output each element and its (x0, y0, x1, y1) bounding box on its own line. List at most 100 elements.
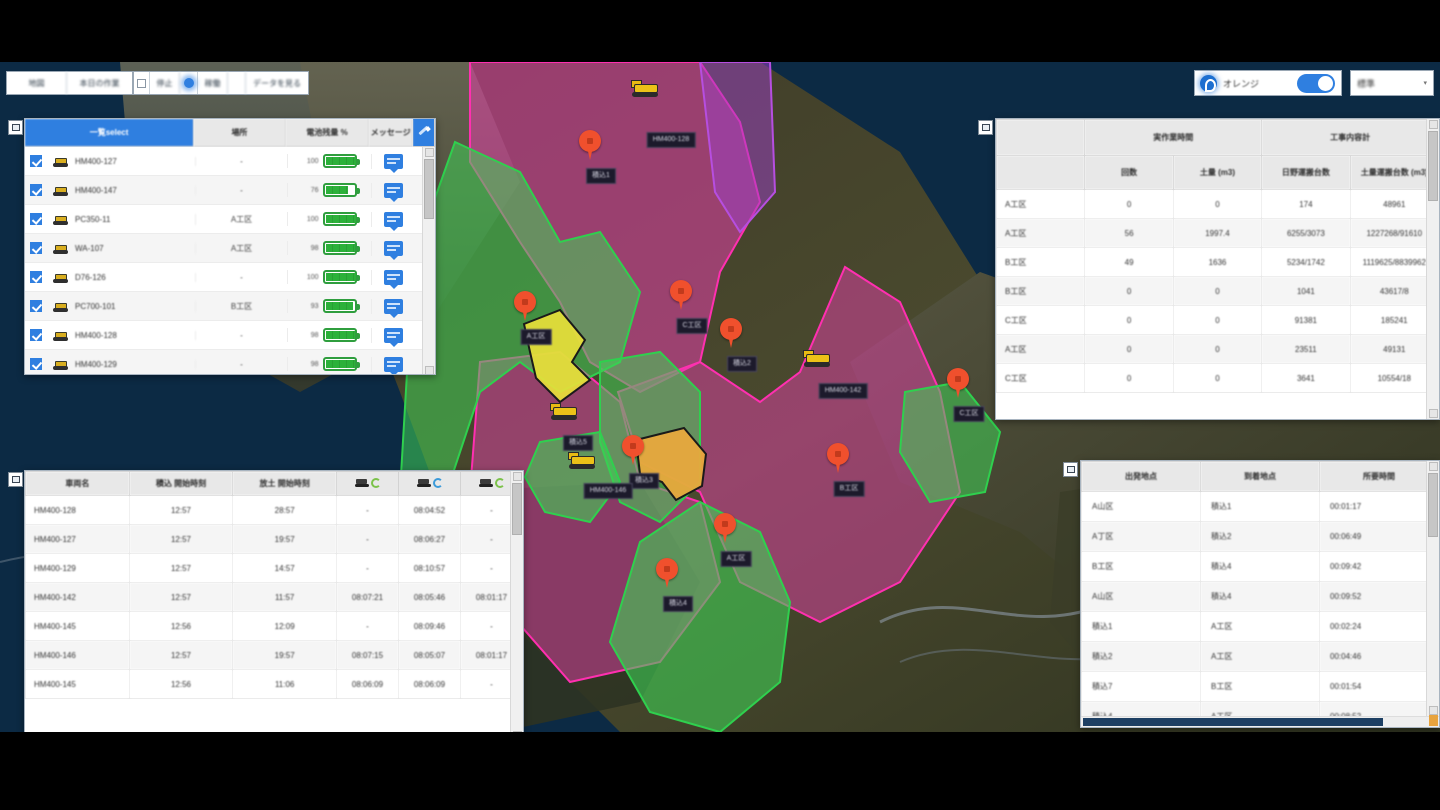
row-checkbox[interactable] (25, 184, 47, 196)
machine-panel-minimize[interactable] (8, 120, 23, 135)
toolbar-group-left[interactable]: 地図 本日の作業 (6, 71, 133, 95)
route-header[interactable]: 出発地点 (1081, 461, 1201, 492)
map-machine-icon[interactable] (628, 80, 664, 100)
summary-panel[interactable]: 実作業時間 工事内容計 回数 土量 (m3) 日野運搬台数 土量運搬台数 (m3) A工区 0… (995, 118, 1440, 420)
table-row[interactable]: HM400-145 12:56 11:06 08:06:09 08:06:09- (25, 669, 523, 699)
header-name[interactable]: 一覧select (25, 119, 195, 147)
machine-list-body[interactable]: HM400-127-100 HM400-147-76 PC350-11 A工区 100 W… (25, 147, 435, 374)
machine-row[interactable]: HM400-127 -100 (25, 147, 435, 176)
scroll-up-icon[interactable] (513, 472, 522, 481)
message-button[interactable] (371, 356, 415, 374)
table-row[interactable]: A工区 0 0 174 48961 (996, 189, 1439, 219)
mode-radio[interactable] (180, 72, 198, 94)
table-row[interactable]: A工区 56 1997.4 6255/3073 1227268/91610 (996, 218, 1439, 248)
map-pin-icon[interactable] (514, 291, 536, 321)
route-table[interactable]: 出発地点 到着地点 所要時間 A山区 積込1 00:01:17 A丁区 積込2 00:06:49… (1081, 461, 1439, 727)
table-row[interactable]: HM400-127 12:57 19:57-08:06:27- (25, 524, 523, 554)
mode-move-label[interactable]: 稼働 (198, 72, 228, 94)
message-button[interactable] (371, 182, 415, 202)
table-row[interactable]: C工区 0 0 91381 185241 (996, 305, 1439, 335)
table-row[interactable]: B工区 積込4 00:09:42 (1081, 551, 1439, 582)
scroll-thumb[interactable] (1428, 473, 1438, 537)
message-button[interactable] (371, 240, 415, 260)
table-row[interactable]: A工区 0 0 23511 49131 (996, 334, 1439, 364)
scroll-down-icon[interactable] (1429, 706, 1438, 715)
header-message[interactable]: メッセージ (369, 119, 414, 147)
scroll-thumb[interactable] (512, 483, 522, 535)
history-table[interactable]: 車両名 積込 開始時刻 放土 開始時刻 HM400-128 12:57 28:57-08:… (25, 471, 523, 699)
map-machine-icon[interactable] (565, 452, 601, 472)
header-battery[interactable]: 電池残量 % (285, 119, 370, 147)
machine-list-panel[interactable]: 一覧select 場所 電池残量 % メッセージ HM400-127-100 HM… (24, 118, 436, 375)
toolbar-group-right[interactable]: 停止 稼働 データを見る (133, 71, 309, 95)
data-export-button[interactable]: データを見る (253, 78, 301, 88)
table-row[interactable]: HM400-146 12:57 19:57 08:07:15 08:05:07 08:01… (25, 640, 523, 670)
table-row[interactable]: HM400-145 12:56 12:09-08:09:46- (25, 611, 523, 641)
layer-switch[interactable] (1297, 73, 1335, 93)
summary-scrollbar[interactable] (1426, 119, 1439, 419)
machine-row[interactable]: HM400-128 -98 (25, 321, 435, 350)
machine-row[interactable]: HM400-147 -76 (25, 176, 435, 205)
row-checkbox[interactable] (25, 329, 47, 341)
pencil-icon[interactable] (413, 119, 435, 147)
map-pin-icon[interactable] (622, 435, 644, 465)
machine-row[interactable]: PC700-101 B工区 93 (25, 292, 435, 321)
table-row[interactable]: 積込1 A工区 00:02:24 (1081, 611, 1439, 642)
row-checkbox[interactable] (25, 213, 47, 225)
summary-subheader[interactable]: 日野運搬台数 (1261, 155, 1351, 190)
route-panel[interactable]: 出発地点 到着地点 所要時間 A山区 積込1 00:01:17 A丁区 積込2 00:06:49… (1080, 460, 1440, 728)
table-row[interactable]: C工区 0 0 3641 10554/18 (996, 363, 1439, 393)
message-button[interactable] (371, 153, 415, 173)
map-pin-icon[interactable] (670, 280, 692, 310)
map-pin-icon[interactable] (827, 443, 849, 473)
route-panel-minimize[interactable] (1063, 462, 1078, 477)
table-row[interactable]: HM400-142 12:57 11:57 08:07:21 08:05:46 08:01… (25, 582, 523, 612)
machine-row[interactable]: WA-107 A工区 98 (25, 234, 435, 263)
scroll-up-icon[interactable] (1429, 120, 1438, 129)
scroll-thumb[interactable] (424, 159, 434, 219)
summary-panel-minimize[interactable] (978, 120, 993, 135)
route-header[interactable]: 所要時間 (1319, 461, 1439, 492)
row-checkbox[interactable] (25, 358, 47, 370)
scroll-down-icon[interactable] (1429, 409, 1438, 418)
route-header[interactable]: 到着地点 (1200, 461, 1320, 492)
machine-list-scrollbar[interactable] (422, 147, 435, 374)
history-panel[interactable]: 車両名 積込 開始時刻 放土 開始時刻 HM400-128 12:57 28:57-08:… (24, 470, 524, 732)
scroll-up-icon[interactable] (425, 148, 434, 157)
table-row[interactable]: A山区 積込1 00:01:17 (1081, 491, 1439, 522)
message-button[interactable] (371, 327, 415, 347)
table-row[interactable]: B工区 0 0 1041 43617/8 (996, 276, 1439, 306)
orange-layer-toggle[interactable]: オレンジ (1194, 70, 1342, 96)
scroll-down-icon[interactable] (425, 366, 434, 374)
row-checkbox[interactable] (25, 155, 47, 167)
area-select[interactable]: 本日の作業 (79, 78, 120, 88)
summary-subheader[interactable]: 回数 (1084, 155, 1174, 190)
history-scrollbar[interactable] (510, 471, 523, 732)
row-checkbox[interactable] (25, 242, 47, 254)
table-row[interactable]: A丁区 積込2 00:06:49 (1081, 521, 1439, 552)
display-checkbox[interactable] (134, 72, 150, 94)
row-checkbox[interactable] (25, 300, 47, 312)
history-header[interactable]: 放土 開始時刻 (232, 471, 337, 496)
machine-row[interactable]: PC350-11 A工区 100 (25, 205, 435, 234)
summary-subheader[interactable]: 土量運搬台数 (m3) (1349, 155, 1439, 190)
table-row[interactable]: HM400-128 12:57 28:57-08:04:52- (25, 495, 523, 525)
region-select[interactable]: 地図 (7, 72, 67, 94)
scroll-thumb[interactable] (1428, 131, 1438, 201)
scroll-down-icon[interactable] (513, 731, 522, 732)
message-button[interactable] (371, 298, 415, 318)
basemap-select[interactable]: 標準 ▾ (1350, 70, 1434, 96)
map-machine-icon[interactable] (800, 350, 836, 370)
map-pin-icon[interactable] (947, 368, 969, 398)
message-button[interactable] (371, 269, 415, 289)
message-button[interactable] (371, 211, 415, 231)
map-pin-icon[interactable] (579, 130, 601, 160)
history-header[interactable]: 積込 開始時刻 (128, 471, 234, 496)
map-pin-icon[interactable] (656, 558, 678, 588)
header-location[interactable]: 場所 (194, 119, 286, 147)
history-panel-minimize[interactable] (8, 472, 23, 487)
summary-subheader[interactable] (996, 155, 1086, 190)
map-pin-icon[interactable] (720, 318, 742, 348)
row-checkbox[interactable] (25, 271, 47, 283)
table-row[interactable]: 積込7 B工区 00:01:54 (1081, 671, 1439, 702)
